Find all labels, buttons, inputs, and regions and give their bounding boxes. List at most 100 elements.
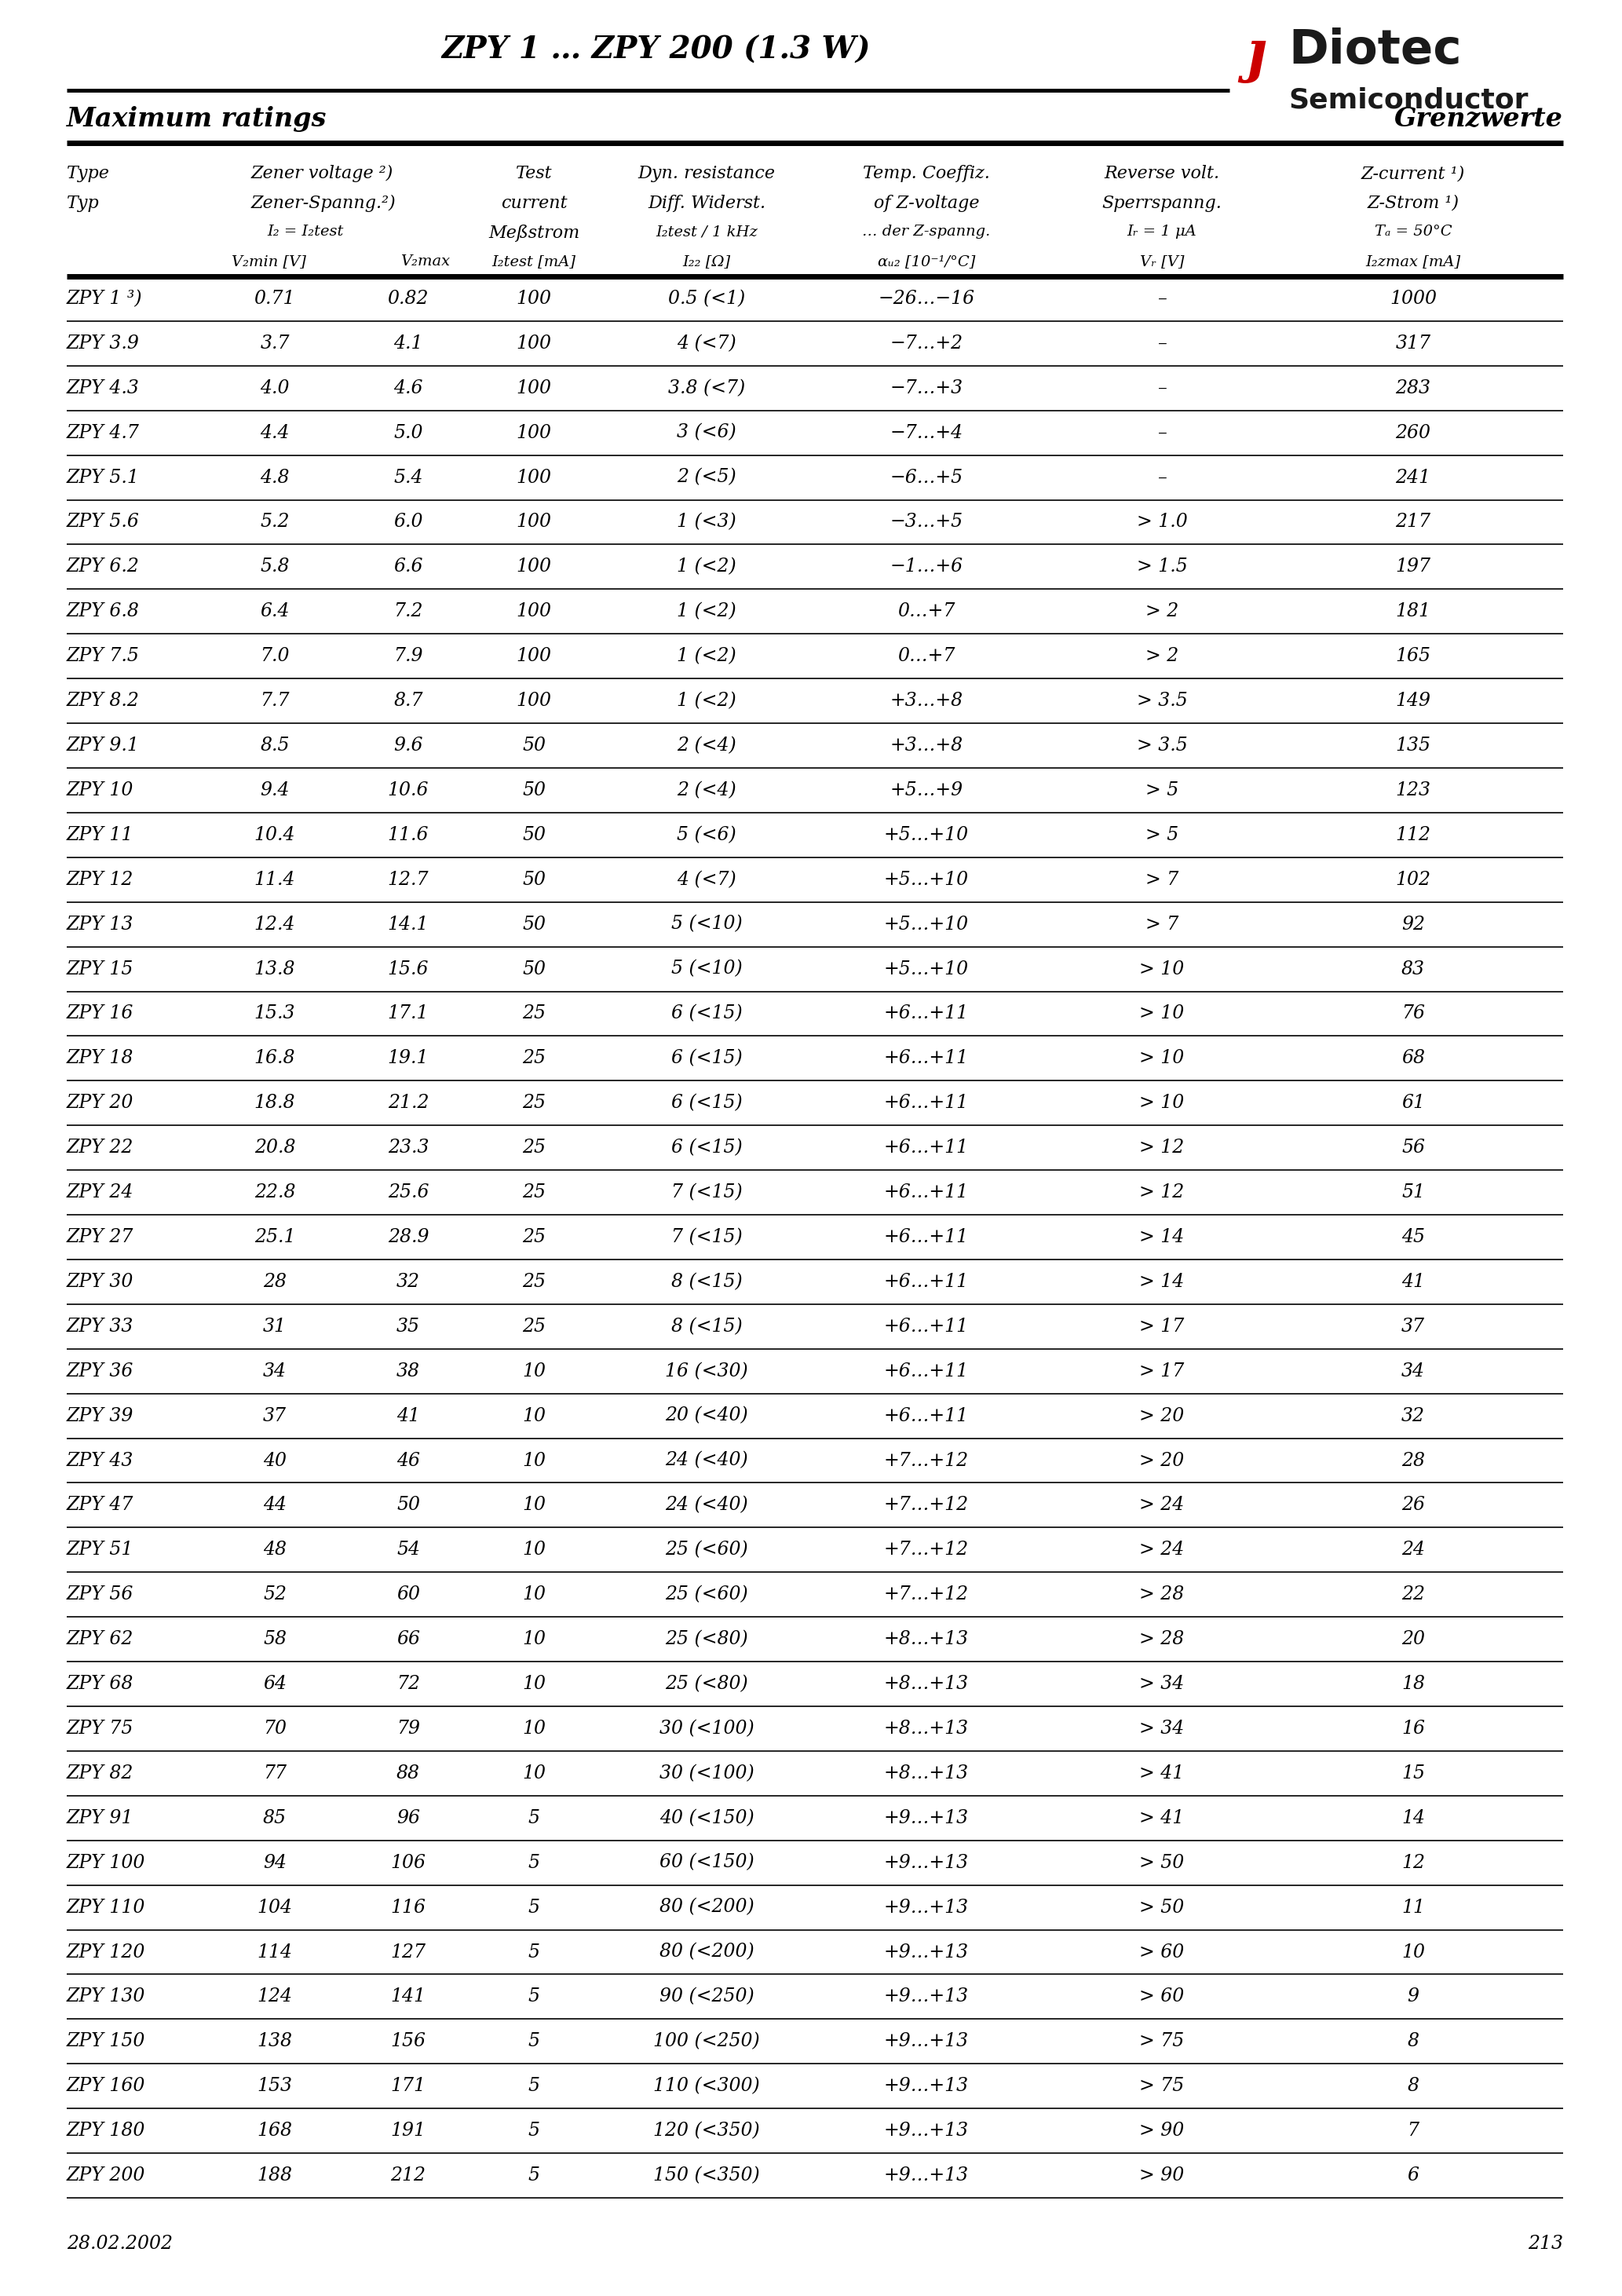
Text: Type: Type — [67, 165, 110, 181]
Text: Diotec: Diotec — [1288, 28, 1461, 73]
Text: 51: 51 — [1401, 1182, 1426, 1201]
Text: > 24: > 24 — [1140, 1497, 1184, 1515]
Text: 150 (<350): 150 (<350) — [654, 2167, 759, 2183]
Text: ZPY 47: ZPY 47 — [67, 1497, 133, 1515]
Text: 6.0: 6.0 — [394, 512, 423, 530]
Text: > 60: > 60 — [1140, 1988, 1184, 2007]
Text: +7…+12: +7…+12 — [884, 1587, 968, 1603]
Text: 19.1: 19.1 — [388, 1049, 428, 1068]
Text: –: – — [1156, 425, 1166, 441]
Text: 14.1: 14.1 — [388, 916, 428, 934]
Text: +3…+8: +3…+8 — [890, 737, 963, 755]
Text: ZPY 3.9: ZPY 3.9 — [67, 335, 139, 354]
Text: ZPY 8.2: ZPY 8.2 — [67, 691, 139, 709]
Text: 48: 48 — [263, 1541, 287, 1559]
Text: −7…+4: −7…+4 — [890, 425, 963, 441]
Text: 9.4: 9.4 — [260, 781, 289, 799]
Text: ZPY 160: ZPY 160 — [67, 2078, 146, 2096]
Text: 10: 10 — [522, 1362, 545, 1380]
Text: > 34: > 34 — [1140, 1676, 1184, 1692]
Text: 4 (<7): 4 (<7) — [676, 335, 736, 354]
Text: 120 (<350): 120 (<350) — [654, 2122, 759, 2140]
Text: 28.9: 28.9 — [388, 1228, 428, 1247]
Text: 100: 100 — [516, 379, 551, 397]
Text: +9…+13: +9…+13 — [884, 1942, 968, 1961]
Text: +9…+13: +9…+13 — [884, 1809, 968, 1828]
Text: 283: 283 — [1395, 379, 1431, 397]
Text: Dyn. resistance: Dyn. resistance — [637, 165, 775, 181]
Text: 50: 50 — [522, 870, 545, 889]
Text: 5: 5 — [529, 2032, 540, 2050]
Text: +6…+11: +6…+11 — [884, 1049, 968, 1068]
Text: 153: 153 — [258, 2078, 292, 2096]
Text: ZPY 6.8: ZPY 6.8 — [67, 602, 139, 620]
Text: > 41: > 41 — [1140, 1763, 1184, 1782]
Text: 12.4: 12.4 — [255, 916, 295, 934]
Text: 25: 25 — [522, 1182, 545, 1201]
Text: +9…+13: +9…+13 — [884, 2078, 968, 2096]
Text: 24 (<40): 24 (<40) — [665, 1451, 748, 1469]
Text: 10.6: 10.6 — [388, 781, 428, 799]
Text: 15: 15 — [1401, 1763, 1426, 1782]
Text: Maximum ratings: Maximum ratings — [67, 106, 328, 131]
Text: > 20: > 20 — [1140, 1451, 1184, 1469]
Text: > 2: > 2 — [1145, 602, 1179, 620]
Text: 0.82: 0.82 — [388, 289, 428, 308]
Text: ZPY 6.2: ZPY 6.2 — [67, 558, 139, 576]
Text: 241: 241 — [1395, 468, 1431, 487]
Text: 114: 114 — [258, 1942, 292, 1961]
Text: 6: 6 — [1408, 2167, 1419, 2183]
Text: +6…+11: +6…+11 — [884, 1006, 968, 1022]
Text: 16.8: 16.8 — [255, 1049, 295, 1068]
Text: > 10: > 10 — [1140, 1006, 1184, 1022]
Text: +6…+11: +6…+11 — [884, 1139, 968, 1157]
Text: 58: 58 — [263, 1630, 287, 1649]
Text: 1 (<2): 1 (<2) — [676, 558, 736, 576]
Text: 106: 106 — [391, 1853, 427, 1871]
Text: ZPY 27: ZPY 27 — [67, 1228, 133, 1247]
Text: 0…+7: 0…+7 — [897, 602, 955, 620]
Text: Grenzwerte: Grenzwerte — [1395, 106, 1564, 131]
Text: 66: 66 — [396, 1630, 420, 1649]
Text: > 10: > 10 — [1140, 960, 1184, 978]
Text: 10: 10 — [522, 1763, 545, 1782]
Text: 5 (<6): 5 (<6) — [676, 827, 736, 845]
Text: 64: 64 — [263, 1676, 287, 1692]
Text: ZPY 22: ZPY 22 — [67, 1139, 133, 1157]
Text: Zener voltage ²): Zener voltage ²) — [251, 165, 394, 181]
Text: Zener-Spanng.²): Zener-Spanng.²) — [251, 195, 396, 211]
Text: 188: 188 — [258, 2167, 292, 2183]
Text: ZPY 120: ZPY 120 — [67, 1942, 146, 1961]
Text: 8 (<15): 8 (<15) — [672, 1272, 743, 1290]
Text: +7…+12: +7…+12 — [884, 1497, 968, 1515]
Text: 18.8: 18.8 — [255, 1093, 295, 1111]
Text: 25.1: 25.1 — [255, 1228, 295, 1247]
Text: I₂ = I₂test: I₂ = I₂test — [268, 225, 344, 239]
Text: ZPY 110: ZPY 110 — [67, 1899, 146, 1917]
Text: ZPY 200: ZPY 200 — [67, 2167, 146, 2183]
Text: 5: 5 — [529, 2167, 540, 2183]
Text: 9: 9 — [1408, 1988, 1419, 2007]
Text: 6 (<15): 6 (<15) — [672, 1139, 743, 1157]
Text: > 34: > 34 — [1140, 1720, 1184, 1738]
Text: current: current — [501, 195, 568, 211]
Text: 3 (<6): 3 (<6) — [676, 425, 736, 441]
Text: 20.8: 20.8 — [255, 1139, 295, 1157]
Text: +6…+11: +6…+11 — [884, 1362, 968, 1380]
Text: 6.4: 6.4 — [260, 602, 289, 620]
Text: 96: 96 — [396, 1809, 420, 1828]
Text: 22: 22 — [1401, 1587, 1426, 1603]
Text: +3…+8: +3…+8 — [890, 691, 963, 709]
Text: 88: 88 — [396, 1763, 420, 1782]
Text: 79: 79 — [396, 1720, 420, 1738]
Text: 25: 25 — [522, 1093, 545, 1111]
Text: 32: 32 — [396, 1272, 420, 1290]
Text: 5: 5 — [529, 1988, 540, 2007]
Text: 112: 112 — [1395, 827, 1431, 845]
Text: 35: 35 — [396, 1318, 420, 1336]
Text: 7.9: 7.9 — [394, 647, 423, 666]
Text: Z-Strom ¹): Z-Strom ¹) — [1367, 195, 1460, 211]
Text: 32: 32 — [1401, 1407, 1426, 1426]
Text: 7.2: 7.2 — [394, 602, 423, 620]
Text: 16: 16 — [1401, 1720, 1426, 1738]
